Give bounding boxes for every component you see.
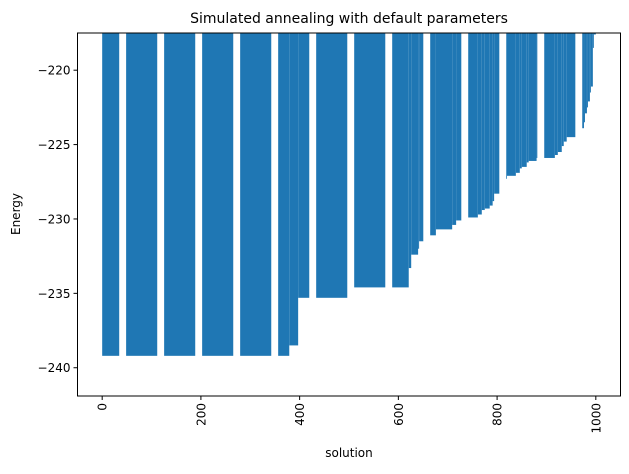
bar (563, 33, 567, 142)
bar (418, 33, 420, 249)
bar (489, 33, 493, 206)
bar (589, 33, 591, 93)
y-tick-label: −240 (38, 361, 71, 375)
x-tick-label: 800 (491, 403, 505, 426)
axes-frame (77, 32, 621, 397)
bar (528, 33, 537, 161)
x-tick-label: 400 (293, 403, 307, 426)
render-gaps (119, 33, 583, 396)
render-gap (461, 33, 469, 396)
bar (526, 33, 529, 163)
y-tick-label: −220 (38, 64, 71, 78)
render-gap (575, 33, 583, 396)
bar (521, 33, 527, 167)
y-tick-label: −230 (38, 212, 71, 226)
x-tick-label: 1000 (589, 403, 603, 434)
bar (515, 33, 520, 173)
bar (428, 33, 436, 236)
x-tick-label: 200 (194, 403, 208, 426)
render-gap (119, 33, 127, 396)
bar (586, 33, 588, 108)
bar (590, 33, 593, 87)
bar (481, 33, 485, 211)
bar (519, 33, 522, 169)
x-axis-label: solution (325, 446, 373, 460)
bar (349, 33, 409, 288)
bar (566, 33, 577, 138)
render-gap (423, 33, 431, 396)
bar (456, 33, 463, 221)
y-ticks: −240 −235 −230 −225 −220 (38, 64, 78, 375)
bar (298, 33, 350, 298)
bar (484, 33, 490, 209)
bar (554, 33, 558, 155)
bar (584, 33, 587, 114)
bar (561, 33, 564, 147)
render-gap (347, 33, 355, 396)
bar (408, 33, 412, 269)
chart-title: Simulated annealing with default paramet… (190, 11, 508, 27)
bar (477, 33, 482, 215)
render-gap (537, 33, 545, 396)
render-gap (271, 33, 279, 396)
bar (435, 33, 453, 230)
y-axis-label: Energy (9, 193, 23, 235)
bar (506, 33, 516, 176)
render-gap (385, 33, 393, 396)
bar (557, 33, 562, 153)
bar (583, 33, 585, 123)
render-gap (233, 33, 241, 396)
render-gap (195, 33, 203, 396)
render-gap (499, 33, 507, 396)
x-tick-label: 600 (392, 403, 406, 426)
bar (494, 33, 500, 194)
bar (452, 33, 457, 225)
bar (492, 33, 495, 202)
bar (411, 33, 419, 255)
bar (593, 33, 596, 35)
render-gap (309, 33, 317, 396)
bar (289, 33, 299, 346)
y-tick-label: −235 (38, 287, 71, 301)
bar (592, 33, 594, 48)
y-tick-label: −225 (38, 138, 71, 152)
x-ticks: 0 200 400 600 800 1000 (96, 396, 603, 434)
render-gap (157, 33, 165, 396)
bar (587, 33, 590, 102)
x-tick-label: 0 (96, 403, 110, 411)
